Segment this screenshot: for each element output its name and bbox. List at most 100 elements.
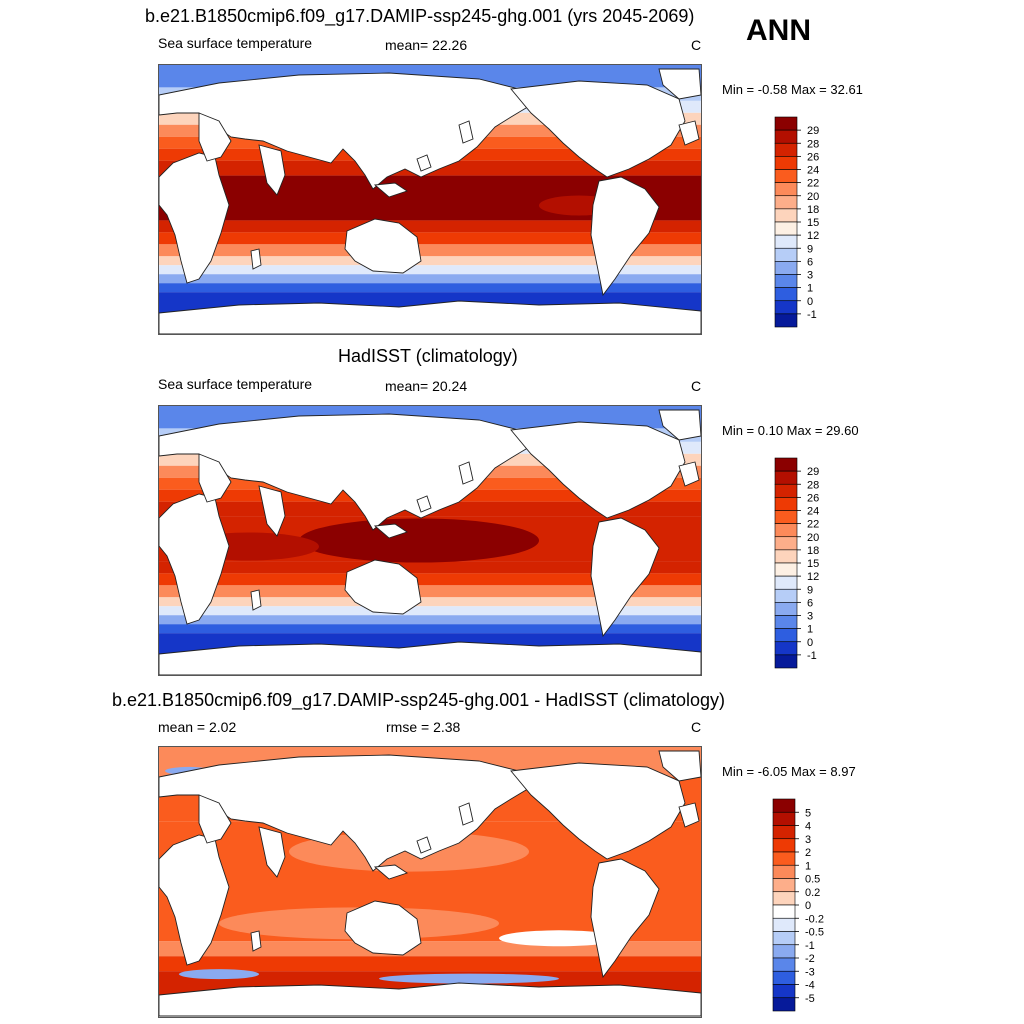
colorbar-tick-label: 0	[807, 296, 813, 308]
continent-outline	[373, 523, 409, 539]
panel1-mean-label: mean= 22.26	[385, 37, 468, 53]
colorbar-tick-label: -0.2	[805, 913, 824, 925]
continent-outline	[678, 120, 700, 146]
diff-band	[159, 956, 701, 972]
colorbar-tick-label: 1	[805, 860, 811, 872]
continent-outline	[416, 836, 432, 854]
sst-band	[159, 561, 701, 574]
panel3-map	[158, 746, 702, 1018]
panel2-units: C	[691, 378, 702, 394]
continent-outline	[159, 641, 701, 675]
colorbar-swatch	[774, 470, 798, 485]
colorbar-swatch	[772, 917, 796, 932]
colorbar-tick-label: 5	[805, 807, 811, 819]
panel2-variable-label: Sea surface temperature	[158, 376, 313, 392]
panel2-map	[158, 405, 702, 676]
colorbar-swatch	[774, 523, 798, 538]
colorbar-tick-label: 29	[807, 466, 819, 478]
colorbar-tick-label: 24	[807, 506, 819, 518]
panel1-variable-label: Sea surface temperature	[158, 35, 313, 51]
continent-outline	[658, 750, 701, 782]
continent-outline	[590, 858, 660, 979]
colorbar-tick-label: 9	[807, 584, 813, 596]
continent-outline	[458, 461, 474, 485]
colorbar-swatch	[772, 904, 796, 919]
sst-band	[159, 615, 701, 625]
continent-outline	[590, 176, 660, 297]
colorbar-swatch	[774, 234, 798, 249]
colorbar-tick-label: 29	[807, 125, 819, 137]
colorbar-tick-label: 20	[807, 191, 819, 203]
diff-cool-patch	[499, 930, 619, 947]
sst-band	[159, 624, 701, 634]
colorbar-tick-label: 12	[807, 571, 819, 583]
colorbar-tick-label: 3	[805, 834, 811, 846]
colorbar-tick-label: 0.2	[805, 887, 820, 899]
continent-outline	[373, 182, 409, 198]
panel3-colorbar: 5 4 3 2 1 0.5 0.2 0 -0.2 -0.5 -1 -2 -3 -4 -5	[772, 798, 832, 1012]
panel3-map-svg	[159, 747, 701, 1017]
panel2-minmax: Min = 0.10 Max = 29.60	[722, 423, 859, 438]
continent-outline	[344, 900, 422, 956]
colorbar-swatch	[774, 615, 798, 629]
continent-outline	[510, 80, 686, 178]
sst-band	[159, 585, 701, 598]
colorbar-tick-label: 26	[807, 151, 819, 163]
colorbar-swatch	[774, 562, 798, 577]
continent-outline	[373, 864, 409, 880]
colorbar-tick-label: 6	[807, 256, 813, 268]
colorbar-swatch	[774, 247, 798, 262]
sst-band	[159, 244, 701, 257]
colorbar-tick-label: 3	[807, 611, 813, 623]
colorbar-tick-label: 15	[807, 558, 819, 570]
colorbar-swatch	[772, 984, 796, 999]
continent-outline	[458, 120, 474, 144]
panel3-rmse-label: rmse = 2.38	[386, 719, 461, 735]
colorbar-swatch	[772, 891, 796, 906]
colorbar-swatch	[774, 536, 798, 551]
colorbar-tick-label: -2	[805, 953, 815, 965]
colorbar-tick-label: -5	[805, 993, 815, 1005]
colorbar-tick-label: 22	[807, 178, 819, 190]
panel2-title: HadISST (climatology)	[338, 346, 518, 366]
continent-outline	[258, 826, 286, 878]
colorbar-tick-label: 26	[807, 492, 819, 504]
colorbar-swatch	[774, 313, 798, 328]
colorbar-swatch	[774, 156, 798, 170]
colorbar-swatch	[774, 641, 798, 656]
colorbar-tick-label: 28	[807, 138, 819, 150]
continent-outline	[458, 802, 474, 826]
season-label: ANN	[746, 14, 811, 47]
colorbar-swatch	[772, 851, 796, 866]
colorbar-swatch	[774, 628, 798, 643]
panel2-colorbar: 29 28 26 24 22 20 18 15 12 9 6 3 1 0 -1	[774, 457, 834, 669]
colorbar-swatch	[774, 169, 798, 183]
sst-band	[159, 265, 701, 275]
continent-outline	[678, 802, 700, 828]
colorbar-swatch	[772, 825, 796, 840]
colorbar-tick-label: -1	[807, 309, 817, 321]
continent-outline	[678, 461, 700, 487]
colorbar-swatch	[774, 457, 798, 472]
continent-outline	[344, 559, 422, 615]
panel1-map-svg	[159, 65, 701, 334]
colorbar-tick-label: -0.5	[805, 927, 824, 939]
continent-outline	[159, 300, 701, 334]
colorbar-swatch	[774, 575, 798, 590]
panel1-map	[158, 64, 702, 335]
sst-band	[159, 597, 701, 607]
continent-outline	[416, 495, 432, 513]
panel3-mean-label: mean = 2.02	[158, 719, 237, 735]
colorbar-swatch	[774, 483, 798, 498]
continent-outline	[198, 112, 232, 162]
continent-outline	[510, 762, 686, 860]
colorbar-swatch	[772, 878, 796, 893]
colorbar-swatch	[774, 300, 798, 315]
colorbar-swatch	[774, 142, 798, 157]
colorbar-swatch	[774, 654, 798, 669]
colorbar-swatch	[774, 274, 798, 288]
colorbar-swatch	[774, 195, 798, 210]
colorbar-swatch	[774, 510, 798, 524]
colorbar-tick-label: 2	[805, 847, 811, 859]
